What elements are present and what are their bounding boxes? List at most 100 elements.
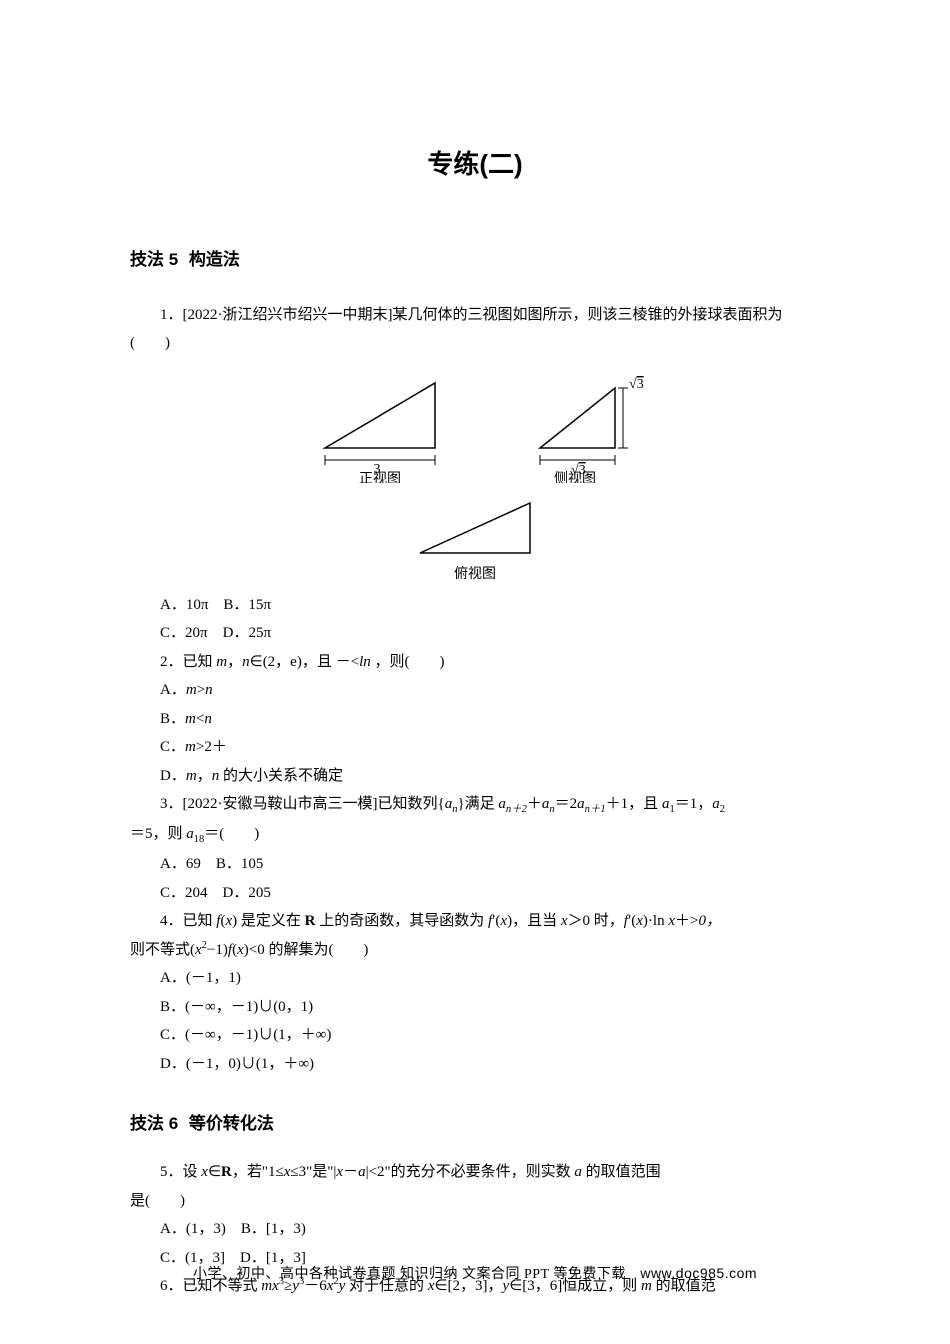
q2-mid2: ∈(2，e)，且 －< xyxy=(250,654,359,670)
side-height-label: √3 xyxy=(629,377,644,392)
section-6-num: 技法 6 xyxy=(130,1114,178,1133)
q5-stem-2: 是( ) xyxy=(130,1187,820,1216)
q3-optC: C．204 xyxy=(160,885,208,901)
q2-n: n xyxy=(242,654,250,670)
q4-optB: B．(－∞，－1)∪(0，1) xyxy=(130,993,820,1022)
q2-optD-m: m xyxy=(186,768,197,784)
q4-i: )·ln xyxy=(643,913,668,929)
q2-optA-pre: A． xyxy=(160,682,186,698)
q1-optA: A．10π xyxy=(160,597,208,613)
side-view-svg: √3 √3 侧视图 xyxy=(515,368,645,483)
q4-2a: 则不等式( xyxy=(130,942,195,958)
q4-k: 0， xyxy=(698,913,721,929)
q4-g: ＞0 时， xyxy=(568,913,624,929)
q1-optC: C．20π xyxy=(160,625,208,641)
q4-j: ＋> xyxy=(675,913,698,929)
q3-sub-2: 2 xyxy=(720,804,725,815)
q5-x1: x xyxy=(201,1164,208,1180)
q5-a: 5．设 xyxy=(160,1164,201,1180)
q3-2b: ＝( ) xyxy=(204,826,259,842)
q2-optC-rel: >2＋ xyxy=(196,739,227,755)
q4-2b: −1) xyxy=(207,942,228,958)
q1-options-cd: C．20π D．25π xyxy=(130,619,820,648)
q3-sub-18: 18 xyxy=(194,834,205,845)
q3-stem-2: ＝5，则 a18＝( ) xyxy=(130,820,820,850)
q5-R: R xyxy=(221,1164,232,1180)
q1-stem: 1．[2022·浙江绍兴市绍兴一中期末]某几何体的三视图如图所示，则该三棱锥的外… xyxy=(130,301,820,358)
q3-a: 3．[2022·安徽马鞍山市高三一模]已知数列{ xyxy=(160,796,445,812)
q2-optA-m: m xyxy=(186,682,197,698)
page-footer: 小学、初中、高中各种试卷真题 知识归纳 文案合同 PPT 等免费下载 www.d… xyxy=(0,1260,950,1289)
q2-tail: ，则( ) xyxy=(371,654,445,670)
q2-optB-n: n xyxy=(204,711,212,727)
q4-stem: 4．已知 f(x) 是定义在 R 上的奇函数，其导函数为 f′(x)，且当 x＞… xyxy=(130,907,820,936)
q4-optA: A．(－1，1) xyxy=(130,964,820,993)
q2-optD-n: n xyxy=(212,768,220,784)
page-title: 专练(二) xyxy=(130,140,820,189)
q2-optB-m: m xyxy=(185,711,196,727)
q1-text: 1．[2022·浙江绍兴市绍兴一中期末]某几何体的三视图如图所示，则该三棱锥的外… xyxy=(130,307,783,352)
q2-optA-n: n xyxy=(205,682,213,698)
q5-b: ∈ xyxy=(208,1164,221,1180)
q5-f: |<2"的充分不必要条件，则实数 xyxy=(366,1164,575,1180)
q2-optD: D．m，n 的大小关系不确定 xyxy=(130,762,820,791)
q3-stem: 3．[2022·安徽马鞍山市高三一模]已知数列{an}满足 an＋2＋an＝2a… xyxy=(130,790,820,820)
q5-optA: A．(1，3) xyxy=(160,1221,226,1237)
q4-2d: )<0 的解集为( ) xyxy=(244,942,369,958)
q5-a2: a xyxy=(574,1164,582,1180)
q5-a1: a xyxy=(358,1164,366,1180)
footer-url: www.doc985.com xyxy=(640,1265,757,1281)
section-6-header: 技法 6 等价转化法 xyxy=(130,1108,820,1140)
q3-a18: a xyxy=(186,826,194,842)
q2-ln: ln xyxy=(359,654,371,670)
q4-x7: x xyxy=(237,942,244,958)
q3-sub-np1: n＋1 xyxy=(585,804,606,815)
q3-b: }满足 xyxy=(457,796,498,812)
top-view-label: 俯视图 xyxy=(454,566,496,582)
q1-optD: D．25π xyxy=(223,625,271,641)
q4-d: 上的奇函数，其导函数为 xyxy=(315,913,488,929)
q1-optB: B．15π xyxy=(223,597,271,613)
q4-x5: x xyxy=(668,913,675,929)
q2-stem: 2．已知 m，n∈(2，e)，且 －<ln ，则( ) xyxy=(130,648,820,677)
q4-c: ) 是定义在 xyxy=(232,913,305,929)
q4-stem-2: 则不等式(x2−1)f(x)<0 的解集为( ) xyxy=(130,936,820,965)
q3-a2: a xyxy=(712,796,720,812)
q2-optC: C．m>2＋ xyxy=(130,733,820,762)
q3-sub-np2: n＋2 xyxy=(506,804,527,815)
q4-h: ′( xyxy=(628,913,636,929)
q4-a: 4．已知 xyxy=(160,913,216,929)
top-view-svg: 俯视图 xyxy=(400,483,550,583)
q5-d: ≤3"是"| xyxy=(290,1164,336,1180)
q5-e: － xyxy=(343,1164,358,1180)
q2-mid1: ， xyxy=(227,654,242,670)
q3-an4: a xyxy=(577,796,585,812)
q4-optC: C．(－∞，－1)∪(1，＋∞) xyxy=(130,1021,820,1050)
q2-lead: 2．已知 xyxy=(160,654,216,670)
section-5-num: 技法 5 xyxy=(130,250,178,269)
q4-x6: x xyxy=(195,942,202,958)
q5-g: 的取值范围 xyxy=(582,1164,661,1180)
q2-optC-m: m xyxy=(185,739,196,755)
q5-options-ab: A．(1，3) B．[1，3) xyxy=(130,1215,820,1244)
side-view-label: 侧视图 xyxy=(554,471,596,483)
q4-optD: D．(－1，0)∪(1，＋∞) xyxy=(130,1050,820,1079)
q5-c: ，若"1≤ xyxy=(232,1164,284,1180)
q2-optC-pre: C． xyxy=(160,739,185,755)
q5-stem: 5．设 x∈R，若"1≤x≤3"是"|x－a|<2"的充分不必要条件，则实数 a… xyxy=(130,1158,820,1187)
section-5-name: 构造法 xyxy=(189,250,240,269)
q3-f: ＝1， xyxy=(675,796,713,812)
q3-optA: A．69 xyxy=(160,856,201,872)
q3-optB: B．105 xyxy=(216,856,264,872)
q5-optB: B．[1，3) xyxy=(241,1221,306,1237)
q3-an2: a xyxy=(498,796,506,812)
three-view-figure: 3 正视图 √3 √3 侧视图 俯视图 xyxy=(130,368,820,583)
q2-optB-pre: B． xyxy=(160,711,185,727)
q3-options-ab: A．69 B．105 xyxy=(130,850,820,879)
q4-x3: x xyxy=(561,913,568,929)
q3-d: ＝2 xyxy=(555,796,578,812)
q3-optD: D．205 xyxy=(223,885,271,901)
q2-optB: B．m<n xyxy=(130,705,820,734)
q1-options-ab: A．10π B．15π xyxy=(130,591,820,620)
section-5-header: 技法 5 构造法 xyxy=(130,244,820,276)
